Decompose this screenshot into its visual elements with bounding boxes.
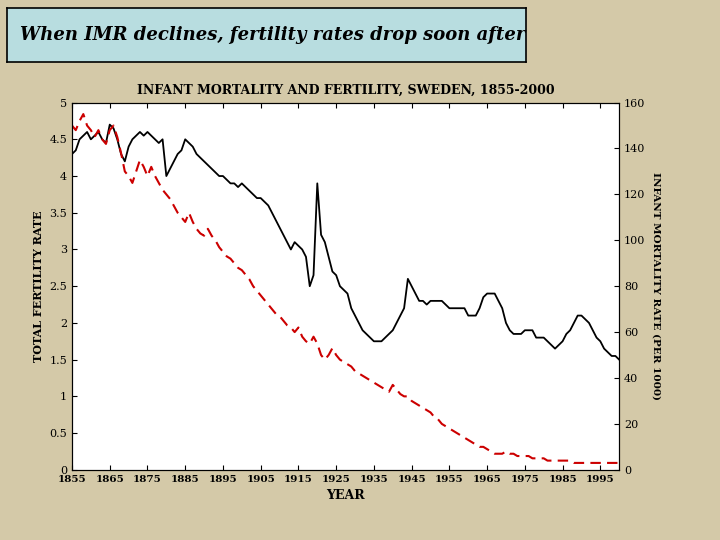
Title: INFANT MORTALITY AND FERTILITY, SWEDEN, 1855-2000: INFANT MORTALITY AND FERTILITY, SWEDEN, … <box>137 84 554 97</box>
Y-axis label: TOTAL FERTILITY RATE: TOTAL FERTILITY RATE <box>33 211 44 362</box>
Y-axis label: INFANT MORTALITY RATE (PER 1000): INFANT MORTALITY RATE (PER 1000) <box>651 172 660 400</box>
X-axis label: YEAR: YEAR <box>326 489 365 502</box>
Text: When IMR declines, fertility rates drop soon after: When IMR declines, fertility rates drop … <box>20 26 526 44</box>
